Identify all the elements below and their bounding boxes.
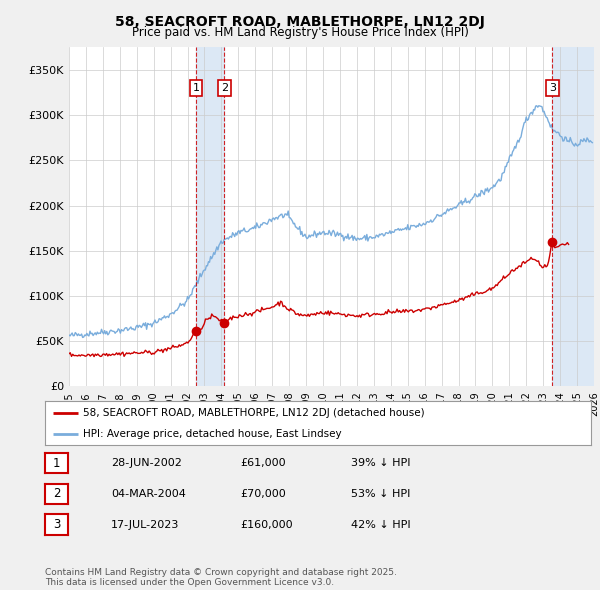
- Text: 58, SEACROFT ROAD, MABLETHORPE, LN12 2DJ: 58, SEACROFT ROAD, MABLETHORPE, LN12 2DJ: [115, 15, 485, 30]
- Bar: [196, 47, 224, 386]
- Text: 39% ↓ HPI: 39% ↓ HPI: [351, 458, 410, 468]
- Text: £70,000: £70,000: [240, 489, 286, 499]
- Text: 42% ↓ HPI: 42% ↓ HPI: [351, 520, 410, 529]
- Text: 17-JUL-2023: 17-JUL-2023: [111, 520, 179, 529]
- Text: 28-JUN-2002: 28-JUN-2002: [111, 458, 182, 468]
- Text: 58, SEACROFT ROAD, MABLETHORPE, LN12 2DJ (detached house): 58, SEACROFT ROAD, MABLETHORPE, LN12 2DJ…: [83, 408, 425, 418]
- Text: 53% ↓ HPI: 53% ↓ HPI: [351, 489, 410, 499]
- Text: 2: 2: [53, 487, 60, 500]
- Text: 04-MAR-2004: 04-MAR-2004: [111, 489, 186, 499]
- Text: £160,000: £160,000: [240, 520, 293, 529]
- Text: 3: 3: [549, 83, 556, 93]
- Text: 1: 1: [53, 457, 60, 470]
- Text: 1: 1: [193, 83, 199, 93]
- Text: Contains HM Land Registry data © Crown copyright and database right 2025.
This d: Contains HM Land Registry data © Crown c…: [45, 568, 397, 587]
- Bar: [553, 47, 594, 386]
- Text: Price paid vs. HM Land Registry's House Price Index (HPI): Price paid vs. HM Land Registry's House …: [131, 26, 469, 39]
- Text: £61,000: £61,000: [240, 458, 286, 468]
- Text: 3: 3: [53, 518, 60, 531]
- Text: HPI: Average price, detached house, East Lindsey: HPI: Average price, detached house, East…: [83, 428, 342, 438]
- Text: 2: 2: [221, 83, 228, 93]
